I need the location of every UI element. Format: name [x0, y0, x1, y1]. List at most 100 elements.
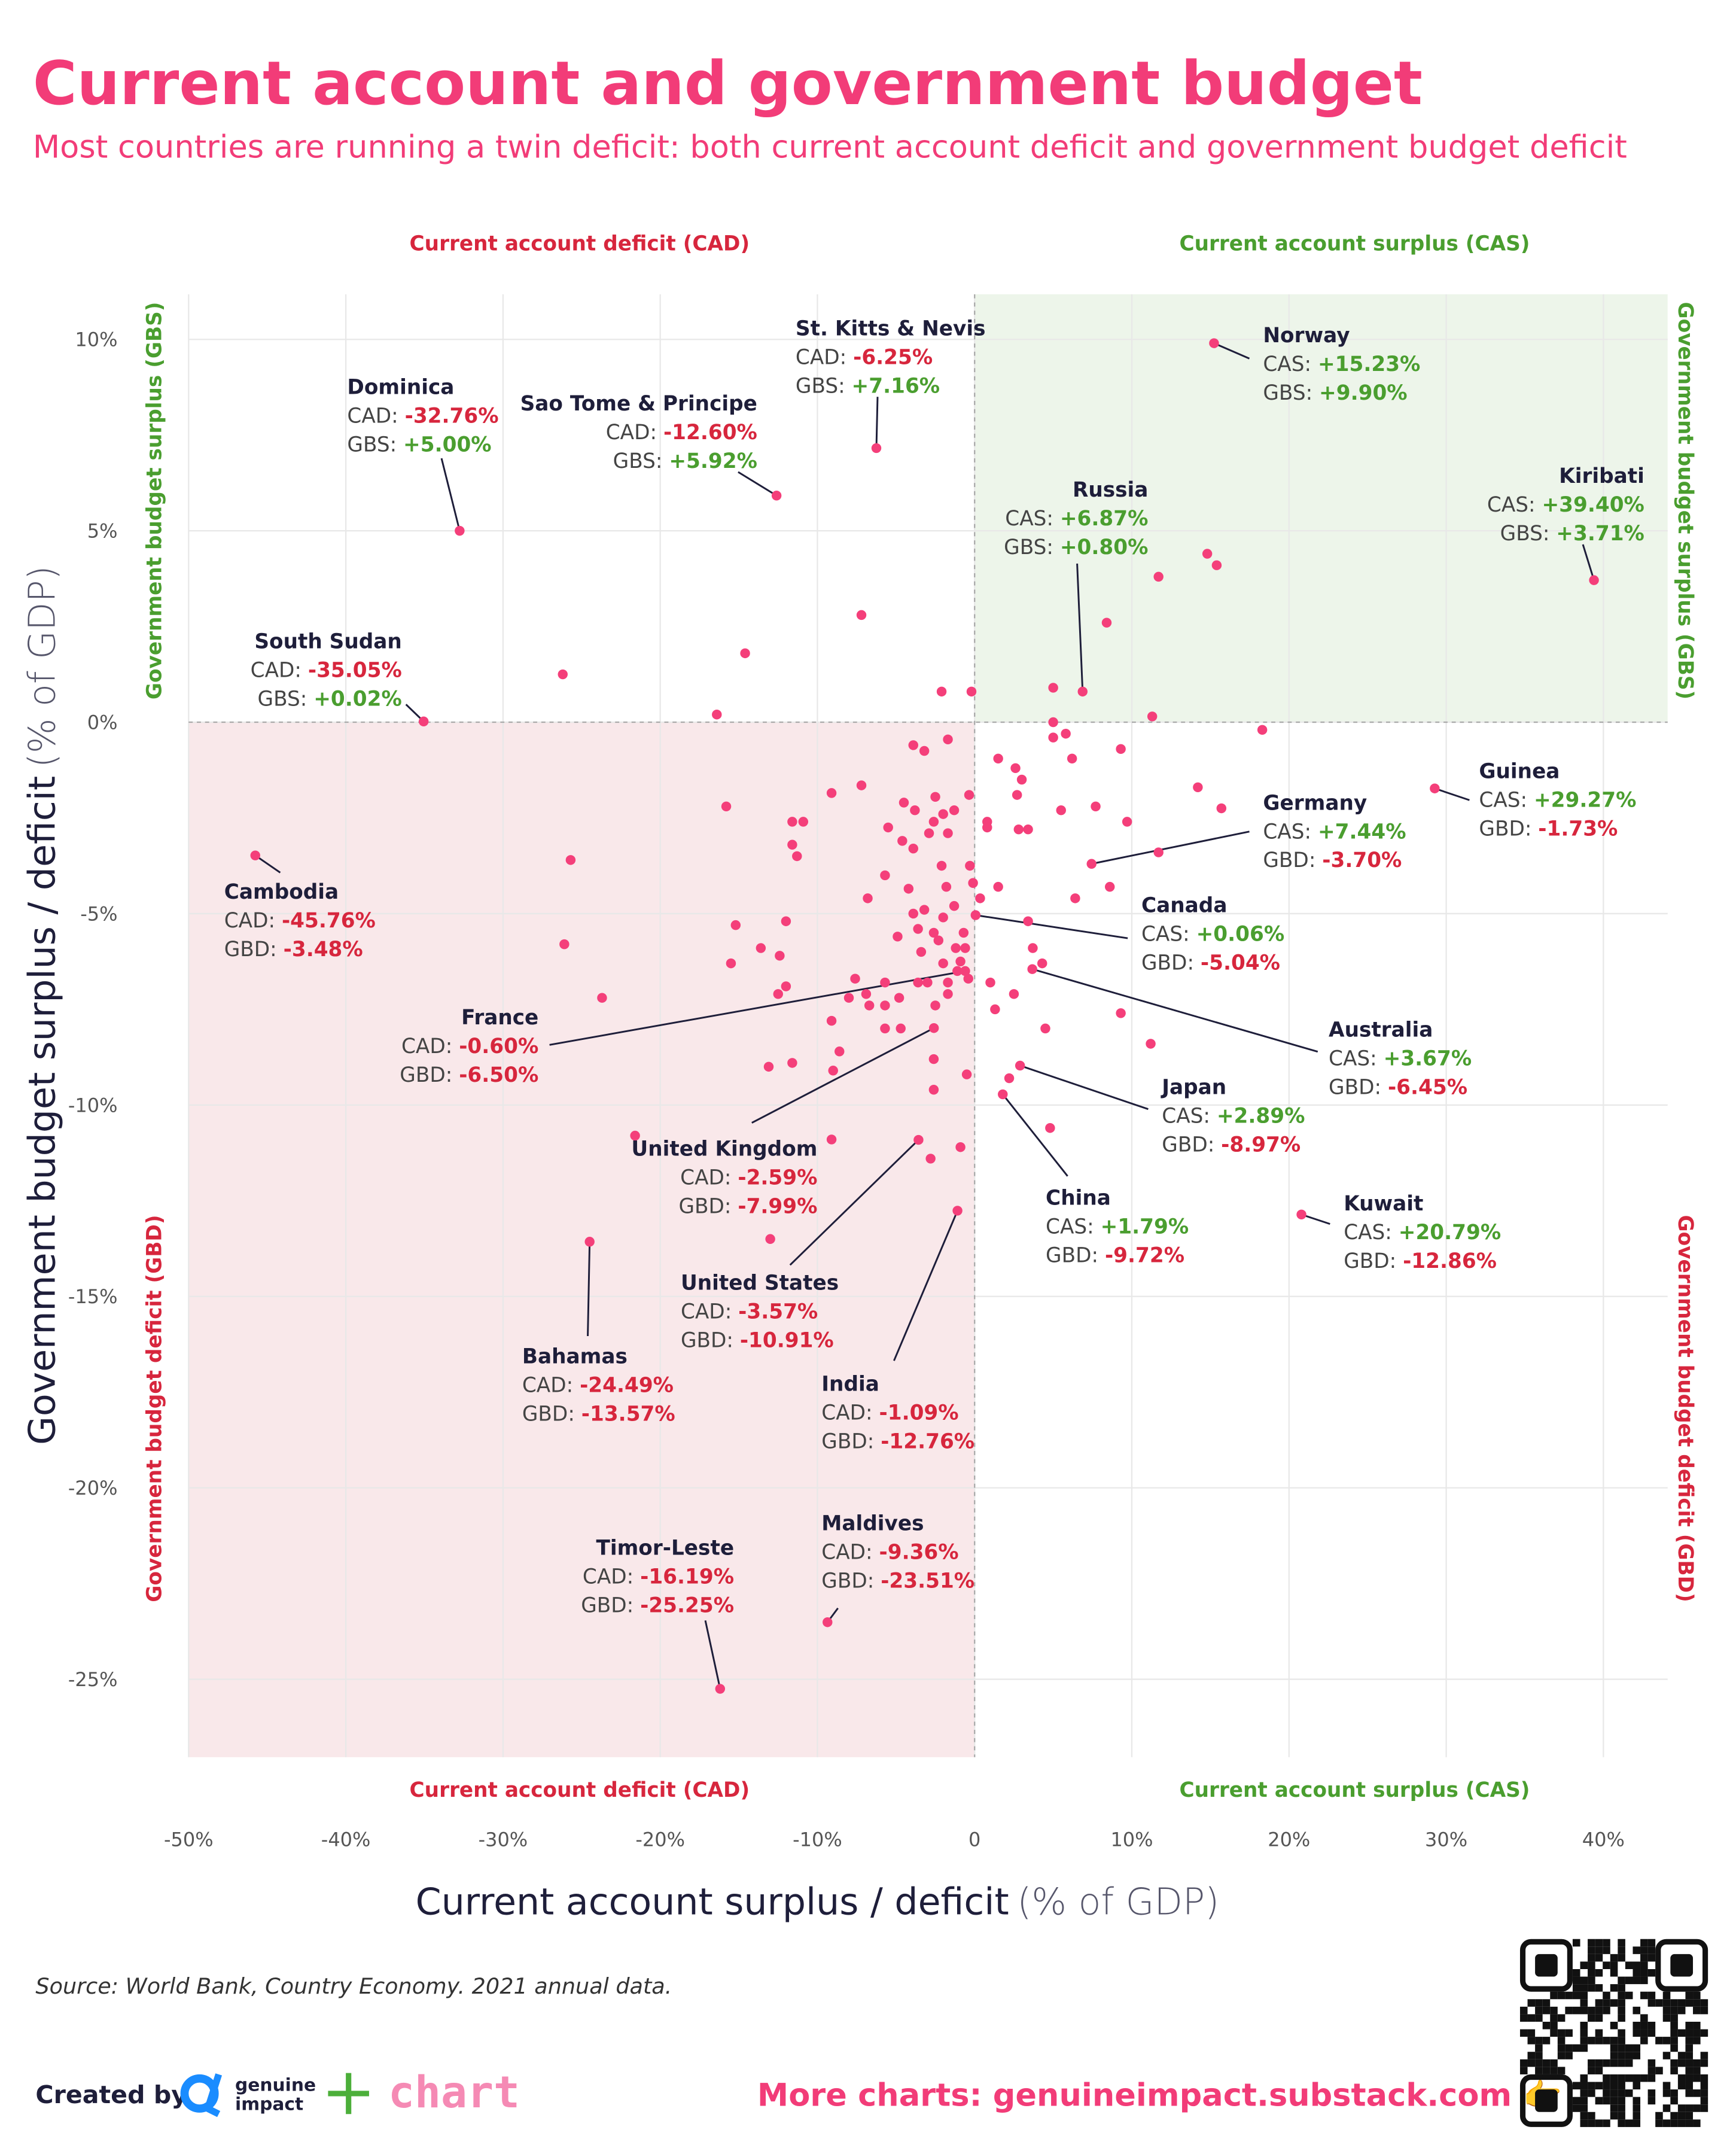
data-point — [903, 884, 914, 894]
data-point — [975, 893, 985, 903]
more-charts-link[interactable]: More charts: genuineimpact.substack.com … — [757, 2077, 1562, 2113]
data-point — [963, 973, 973, 984]
budget-value: GBD: -1.73% — [1479, 817, 1618, 841]
current-account-value: CAD: -1.09% — [821, 1401, 958, 1425]
quadrant-label-cad-bottom: Current account deficit (CAD) — [410, 1778, 750, 1802]
current-account-value: CAS: +2.89% — [1162, 1105, 1305, 1128]
data-point — [966, 686, 977, 697]
data-point — [985, 977, 995, 988]
budget-value: GBD: -6.45% — [1329, 1076, 1467, 1100]
leader-line — [751, 1027, 934, 1124]
budget-value: GBD: -10.91% — [681, 1328, 834, 1352]
data-point — [1116, 1008, 1126, 1018]
data-point — [936, 860, 947, 871]
data-point — [993, 881, 1003, 892]
data-point — [835, 1046, 845, 1057]
data-point — [730, 920, 741, 930]
qr-code[interactable] — [1519, 1939, 1708, 2127]
data-point-labeled — [418, 716, 429, 726]
budget-value: GBD: -9.72% — [1046, 1244, 1184, 1268]
data-point-labeled — [250, 850, 260, 860]
data-point — [965, 860, 975, 871]
country-name: Germany — [1263, 791, 1367, 815]
data-point — [1091, 801, 1101, 812]
budget-value: GBD: -7.99% — [678, 1194, 817, 1218]
country-name: Canada — [1141, 894, 1227, 918]
data-point — [938, 809, 948, 819]
plus-icon — [328, 2073, 369, 2115]
leader-line — [549, 970, 966, 1046]
leader-line — [1213, 342, 1250, 360]
data-point-labeled — [1027, 964, 1037, 974]
data-point — [928, 927, 939, 938]
country-label: Norway CAS: +15.23% GBS: +9.90% — [1263, 324, 1420, 405]
budget-value: GBS: +0.80% — [1004, 536, 1148, 559]
qr-finder — [1519, 1939, 1573, 1992]
data-point — [899, 798, 909, 808]
data-point — [1147, 711, 1158, 722]
data-point — [1153, 847, 1164, 857]
data-point-labeled — [1077, 686, 1088, 697]
data-point — [908, 740, 918, 750]
current-account-value: CAS: +1.79% — [1046, 1215, 1189, 1239]
data-point-labeled — [960, 966, 970, 976]
data-point — [943, 828, 953, 838]
country-name: Cambodia — [224, 880, 339, 904]
data-point — [792, 851, 802, 862]
budget-value: GBS: +5.92% — [613, 449, 757, 473]
data-point-labeled — [1430, 783, 1440, 793]
data-point — [826, 788, 837, 798]
current-account-value: CAS: +29.27% — [1479, 789, 1636, 813]
data-point-labeled — [455, 525, 465, 536]
country-name: Kiribati — [1559, 464, 1644, 488]
country-label: Kiribati CAS: +39.40% GBS: +3.71% — [1487, 464, 1644, 546]
data-point — [1037, 958, 1047, 969]
data-point — [565, 855, 576, 865]
quadrant-label-cad-top: Current account deficit (CAD) — [410, 232, 750, 256]
data-point-labeled — [871, 443, 882, 454]
chart-subtitle: Most countries are running a twin defici… — [33, 129, 1627, 165]
data-point — [952, 966, 963, 976]
y-tick-label: -20% — [68, 1477, 118, 1499]
data-point — [1048, 717, 1058, 728]
data-point — [712, 710, 722, 720]
country-label: Guinea CAS: +29.27% GBD: -1.73% — [1479, 760, 1636, 841]
x-tick-label: -50% — [164, 1828, 214, 1851]
country-name: United States — [681, 1271, 839, 1295]
qr-finder — [1519, 2074, 1573, 2127]
current-account-value: CAD: -9.36% — [821, 1540, 958, 1564]
data-point-labeled — [1015, 1060, 1025, 1071]
data-point — [843, 993, 854, 1003]
data-point — [597, 993, 607, 1003]
country-name: Guinea — [1479, 760, 1560, 784]
surplus-quadrant-shade — [974, 294, 1668, 723]
chart-logo: chart — [388, 2067, 520, 2118]
data-point — [1023, 916, 1033, 926]
country-label: Maldives CAD: -9.36% GBD: -23.51% — [821, 1511, 974, 1593]
data-point — [630, 1130, 640, 1141]
data-point — [828, 1066, 838, 1076]
data-point-labeled — [771, 491, 782, 501]
data-point-labeled — [584, 1237, 595, 1247]
current-account-value: CAD: -32.76% — [347, 404, 498, 428]
axis-ticks: -50% -40% -30% -20% -10% 0 10% 20% 30% 40% 10% 5% 0%… — [68, 328, 1625, 1851]
data-point-labeled — [823, 1617, 833, 1627]
data-point — [955, 1142, 966, 1152]
data-point — [938, 958, 948, 969]
country-name: United Kingdom — [631, 1137, 817, 1161]
leader-line — [254, 854, 281, 874]
data-point — [990, 1004, 1000, 1015]
quadrant-label-gbd-right: Government budget deficit (GBD) — [1673, 1215, 1697, 1602]
data-point — [993, 753, 1003, 764]
x-tick-label: 0 — [968, 1828, 980, 1851]
x-tick-label: -30% — [479, 1828, 528, 1851]
data-point — [1216, 803, 1227, 814]
leader-line — [1076, 563, 1084, 692]
data-point — [1013, 824, 1024, 835]
x-tick-label: 10% — [1110, 1828, 1153, 1851]
budget-value: GBD: -3.48% — [224, 938, 363, 962]
data-point — [558, 669, 568, 680]
data-point — [949, 805, 960, 816]
data-point — [894, 993, 904, 1003]
data-point — [893, 932, 903, 942]
